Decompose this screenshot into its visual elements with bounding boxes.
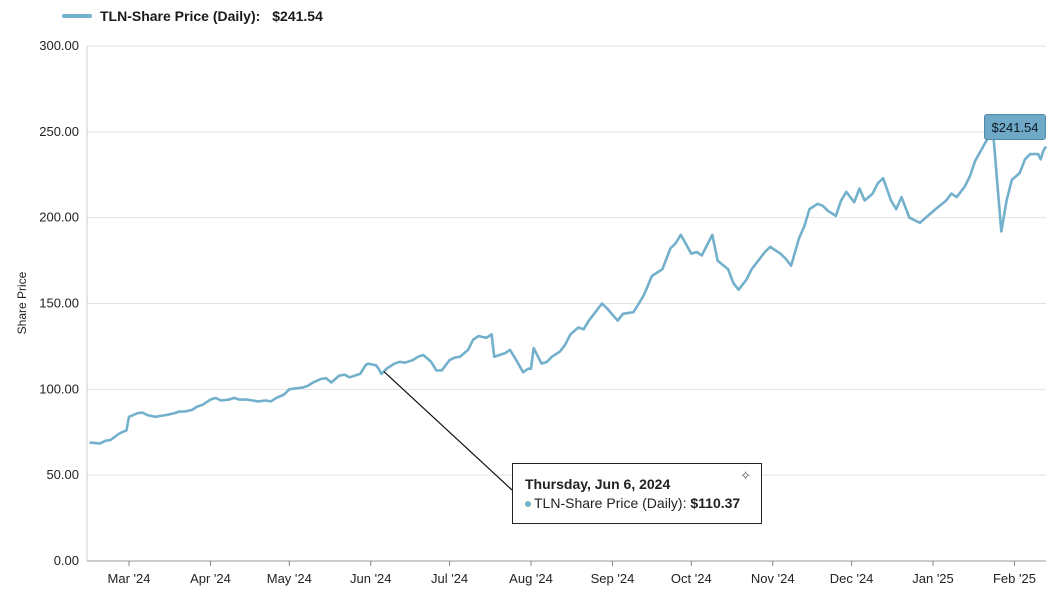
x-tick-label: Nov '24 — [751, 571, 795, 586]
y-tick-label: 250.00 — [39, 124, 79, 139]
x-axis-ticks: Mar '24 Apr '24 May '24 Jun '24 Jul '24 Aug '… — [108, 561, 1036, 586]
legend-swatch — [62, 14, 92, 18]
legend[interactable]: TLN-Share Price (Daily): $241.54 — [62, 6, 323, 26]
tooltip-date: Thursday, Jun 6, 2024 — [525, 476, 671, 492]
pushpin-icon[interactable]: ✧ — [740, 468, 751, 483]
y-axis-ticks: 0.00 50.00 100.00 150.00 200.00 250.00 300.00 — [39, 38, 79, 568]
x-tick-label: Apr '24 — [190, 571, 231, 586]
tooltip-row: TLN-Share Price (Daily): $110.37 — [525, 495, 761, 511]
legend-value: $241.54 — [272, 8, 323, 24]
x-tick-label: Feb '25 — [993, 571, 1036, 586]
tooltip[interactable]: ✧ Thursday, Jun 6, 2024 TLN-Share Price … — [512, 463, 762, 524]
series-dot-icon — [525, 501, 531, 508]
y-tick-label: 50.00 — [46, 467, 79, 482]
y-tick-label: 100.00 — [39, 381, 79, 396]
y-tick-label: 300.00 — [39, 38, 79, 53]
last-value-callout: $241.54 — [984, 114, 1046, 140]
legend-label: TLN-Share Price (Daily): — [100, 8, 261, 24]
x-tick-label: Dec '24 — [830, 571, 874, 586]
x-tick-label: Oct '24 — [671, 571, 712, 586]
y-tick-label: 200.00 — [39, 210, 79, 225]
tooltip-value: $110.37 — [690, 495, 741, 511]
tooltip-series-label: TLN-Share Price (Daily): — [534, 495, 687, 511]
x-tick-label: May '24 — [267, 571, 312, 586]
x-tick-label: Mar '24 — [108, 571, 151, 586]
x-tick-label: Sep '24 — [591, 571, 635, 586]
y-tick-label: 150.00 — [39, 296, 79, 311]
y-tick-label: 0.00 — [54, 553, 79, 568]
series-line[interactable] — [89, 132, 1048, 445]
x-tick-label: Jan '25 — [912, 571, 954, 586]
x-tick-label: Jul '24 — [431, 571, 468, 586]
x-tick-label: Jun '24 — [350, 571, 392, 586]
x-tick-label: Aug '24 — [509, 571, 553, 586]
y-axis-label: Share Price — [15, 271, 29, 334]
tooltip-leader-line — [383, 371, 513, 491]
